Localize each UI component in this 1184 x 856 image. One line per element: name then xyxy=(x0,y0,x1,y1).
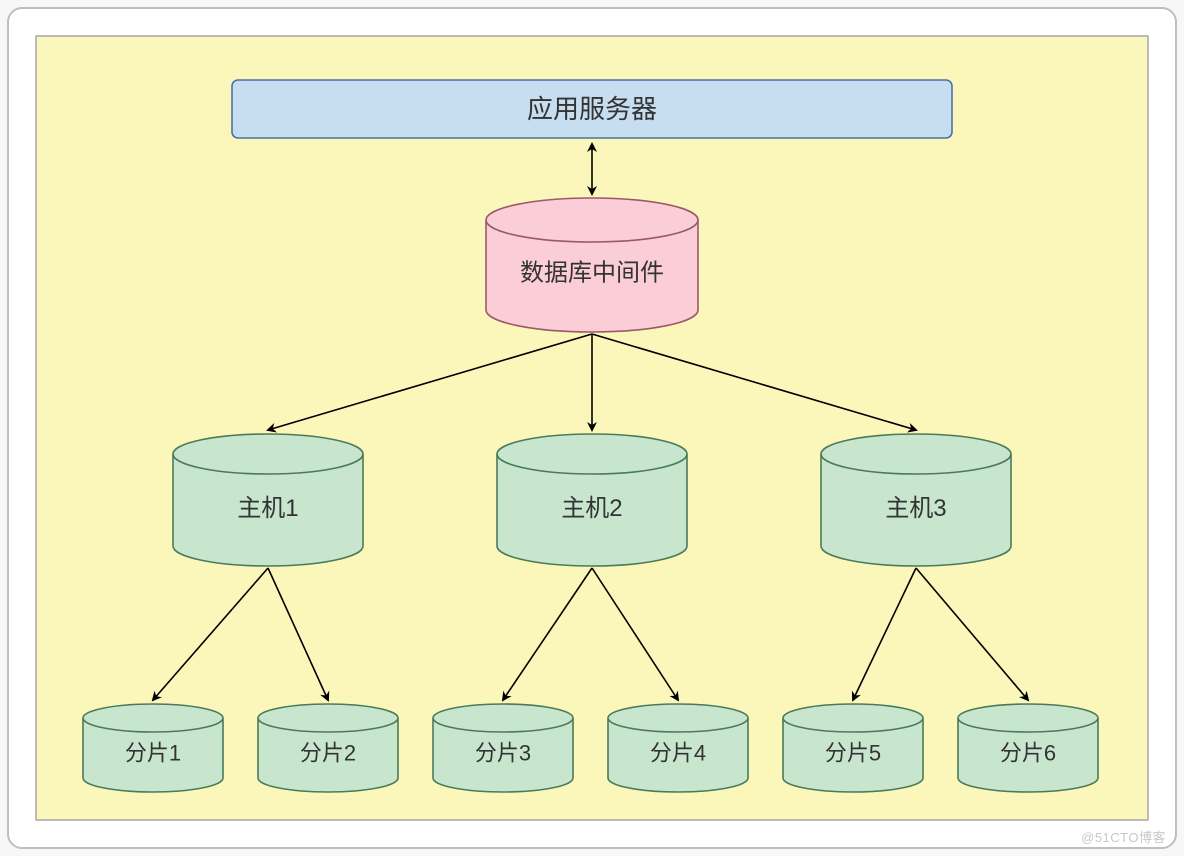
shard-cylinder-5-top xyxy=(783,704,923,732)
host-cylinder-2-label: 主机2 xyxy=(561,495,622,522)
host-cylinder-1-label: 主机1 xyxy=(237,495,298,522)
shard-cylinder-3-top xyxy=(433,704,573,732)
app-server-label: 应用服务器 xyxy=(527,94,657,124)
shard-cylinder-6-label: 分片6 xyxy=(1000,741,1056,766)
host-cylinder-1-top xyxy=(173,434,363,474)
shard-cylinder-2-label: 分片2 xyxy=(300,741,356,766)
shard-cylinder-5-label: 分片5 xyxy=(825,741,881,766)
host-cylinder-3-label: 主机3 xyxy=(885,495,946,522)
middleware-cylinder-top xyxy=(486,198,698,242)
shard-cylinder-4-top xyxy=(608,704,748,732)
host-cylinder-2-top xyxy=(497,434,687,474)
shard-cylinder-1-label: 分片1 xyxy=(125,741,181,766)
diagram-canvas: 应用服务器数据库中间件主机1 主机2 主机3 分片1 分片2 分片3 分片4 分片5 分片6 @… xyxy=(0,0,1184,856)
host-cylinder-3-top xyxy=(821,434,1011,474)
watermark: @51CTO博客 xyxy=(1081,827,1166,846)
shard-cylinder-2-top xyxy=(258,704,398,732)
shard-cylinder-6-top xyxy=(958,704,1098,732)
shard-cylinder-3-label: 分片3 xyxy=(475,741,531,766)
shard-cylinder-1-top xyxy=(83,704,223,732)
middleware-cylinder-label: 数据库中间件 xyxy=(520,260,664,287)
shard-cylinder-4-label: 分片4 xyxy=(650,741,706,766)
diagram-svg: 应用服务器数据库中间件主机1 主机2 主机3 分片1 分片2 分片3 分片4 分片5 分片6 xyxy=(0,0,1184,856)
